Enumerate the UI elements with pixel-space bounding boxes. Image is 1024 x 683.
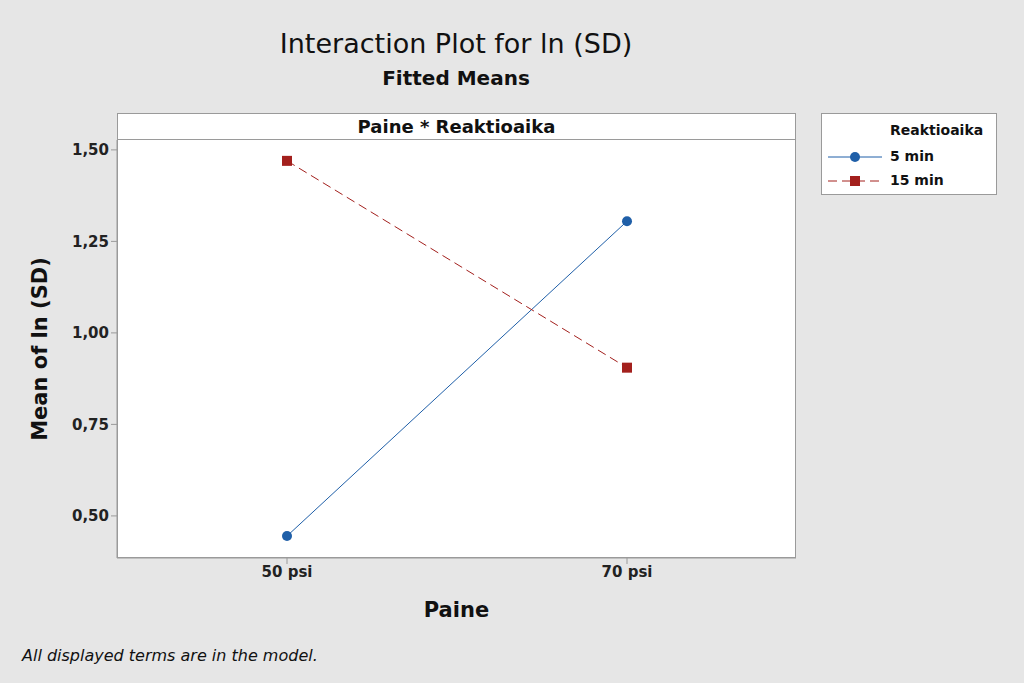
- html-text:5 min: 5 min: [890, 148, 934, 164]
- html-text:Fitted Means: Fitted Means: [382, 66, 530, 90]
- svg-text:1,25: 1,25: [72, 233, 109, 251]
- html-text:Mean of ln (SD): Mean of ln (SD): [28, 257, 52, 441]
- html-text:15 min: 15 min: [890, 172, 944, 188]
- html-text:Interaction Plot for ln (SD): Interaction Plot for ln (SD): [279, 28, 633, 59]
- svg-text:70 psi: 70 psi: [602, 563, 653, 581]
- svg-text:1,00: 1,00: [72, 324, 109, 342]
- html-text:Paine: Paine: [423, 598, 490, 622]
- svg-text:0,75: 0,75: [72, 416, 109, 434]
- svg-text:50 psi: 50 psi: [262, 563, 313, 581]
- svg-text:1,50: 1,50: [72, 141, 109, 159]
- svg-text:0,50: 0,50: [72, 507, 109, 525]
- html-text:Paine * Reaktioaika: Paine * Reaktioaika: [357, 116, 556, 137]
- html-text:Reaktioaika: Reaktioaika: [890, 122, 984, 138]
- html-text:All displayed terms are in the: All displayed terms are in the model.: [22, 646, 318, 665]
